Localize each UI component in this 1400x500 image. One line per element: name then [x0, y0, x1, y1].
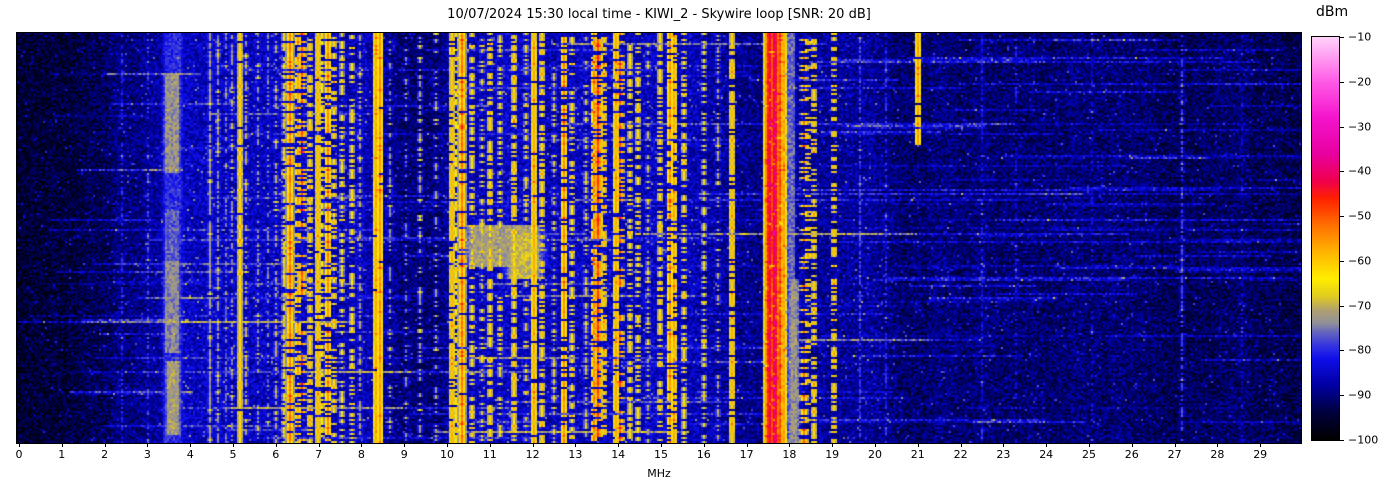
x-tick-mark: [917, 443, 919, 447]
x-tick-label: 5: [229, 448, 237, 461]
x-tick-label: 21: [910, 448, 925, 461]
x-tick-label: 17: [739, 448, 754, 461]
x-tick-mark: [447, 443, 448, 447]
colorbar-tick-label: −10: [1348, 30, 1372, 44]
x-tick-mark: [104, 443, 106, 447]
x-tick-mark: [661, 443, 662, 447]
colorbar-tick-label: −30: [1348, 120, 1372, 134]
x-tick-mark: [1217, 443, 1219, 447]
x-tick-label: 10: [440, 448, 454, 461]
x-tick-label: 6: [272, 448, 280, 461]
x-tick-label: 26: [1124, 448, 1139, 461]
x-tick-mark: [575, 443, 577, 447]
colorbar-tick-mark: [1340, 37, 1344, 38]
x-tick-mark: [960, 443, 962, 447]
x-tick-mark: [1089, 443, 1090, 447]
x-tick-label: 22: [953, 448, 968, 461]
x-tick-label: 15: [654, 448, 668, 461]
x-tick-mark: [832, 443, 834, 447]
x-tick-label: 2: [101, 448, 109, 461]
x-tick-mark: [275, 443, 277, 447]
x-tick-label: 1: [58, 448, 66, 461]
x-tick-mark: [746, 443, 748, 447]
colorbar-tick-label: −100: [1348, 433, 1379, 447]
colorbar-tick-mark: [1340, 305, 1344, 307]
colorbar-tick-mark: [1340, 126, 1344, 128]
x-tick-mark: [19, 443, 20, 447]
x-tick-label: 14: [611, 448, 626, 461]
colorbar-unit-label: dBm: [1316, 4, 1349, 20]
x-tick-mark: [789, 443, 791, 447]
x-tick-mark: [618, 443, 620, 447]
x-tick-label: 27: [1167, 448, 1182, 461]
colorbar-tick-mark: [1340, 260, 1344, 262]
x-tick-label: 28: [1210, 448, 1225, 461]
x-tick-mark: [1131, 443, 1133, 447]
x-tick-label: 13: [568, 448, 583, 461]
x-tick-label: 16: [696, 448, 711, 461]
x-tick-label: 11: [482, 448, 497, 461]
colorbar-gradient-canvas: [1312, 37, 1339, 440]
colorbar-tick-label: −80: [1348, 343, 1372, 357]
colorbar-tick-mark: [1340, 81, 1344, 83]
x-tick-mark: [703, 443, 705, 447]
colorbar-tick-label: −20: [1348, 75, 1372, 89]
waterfall-heatmap-canvas: [17, 33, 1301, 443]
x-tick-label: 8: [357, 448, 365, 461]
x-tick-label: 29: [1253, 448, 1268, 461]
x-tick-mark: [190, 443, 192, 447]
x-tick-mark: [361, 443, 363, 447]
colorbar-tick-label: −40: [1348, 164, 1372, 178]
x-tick-mark: [489, 443, 491, 447]
colorbar-tick-mark: [1340, 350, 1344, 352]
x-tick-mark: [532, 443, 534, 447]
colorbar-tick-label: −60: [1348, 254, 1372, 268]
x-tick-mark: [318, 443, 320, 447]
x-tick-label: 18: [782, 448, 797, 461]
colorbar-tick-mark: [1340, 216, 1344, 218]
colorbar-tick-mark: [1340, 395, 1344, 397]
x-tick-mark: [875, 443, 876, 447]
x-tick-label: 4: [186, 448, 194, 461]
x-tick-mark: [1260, 443, 1262, 447]
x-tick-label: 23: [996, 448, 1011, 461]
colorbar-tick-mark: [1340, 171, 1344, 173]
colorbar-tick-label: −70: [1348, 299, 1372, 313]
colorbar-tick-mark: [1340, 440, 1344, 441]
x-tick-mark: [1003, 443, 1005, 447]
x-tick-label: 9: [400, 448, 408, 461]
x-tick-label: 25: [1082, 448, 1096, 461]
x-tick-label: 3: [143, 448, 151, 461]
colorbar-tick-label: −50: [1348, 209, 1372, 223]
x-tick-mark: [404, 443, 406, 447]
x-tick-label: 0: [15, 448, 23, 461]
x-tick-label: 19: [825, 448, 840, 461]
x-tick-mark: [1174, 443, 1176, 447]
x-tick-mark: [233, 443, 234, 447]
x-tick-mark: [147, 443, 149, 447]
x-tick-mark: [61, 443, 63, 447]
colorbar-tick-label: −90: [1348, 388, 1372, 402]
x-tick-label: 7: [315, 448, 323, 461]
x-tick-label: 12: [525, 448, 540, 461]
x-axis-label: MHz: [647, 467, 671, 480]
x-tick-mark: [1046, 443, 1048, 447]
x-tick-label: 20: [868, 448, 882, 461]
chart-title: 10/07/2024 15:30 local time - KIWI_2 - S…: [447, 7, 871, 22]
x-tick-label: 24: [1039, 448, 1054, 461]
